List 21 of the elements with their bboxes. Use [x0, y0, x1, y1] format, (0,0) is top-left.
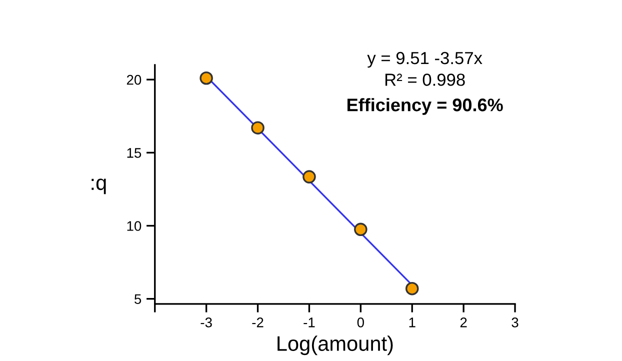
y-tick-label: 5 [134, 294, 142, 304]
point [200, 71, 213, 85]
annotation: y = 9.51 -3.57x [367, 52, 482, 68]
x-tick-label: 1 [409, 318, 416, 328]
annotation: Efficiency = 90.6% [348, 98, 503, 115]
y-tick-label: 15 [127, 148, 142, 158]
x-tick-label: -1 [304, 318, 315, 328]
x-tick-label: 2 [460, 318, 467, 328]
y-tick-label: 20 [126, 74, 142, 85]
y-tick-label: 10 [127, 221, 142, 231]
point [354, 222, 368, 236]
x-axis-title: Log(amount) [278, 336, 393, 356]
x-tick-label: -2 [252, 318, 264, 328]
x-tick-label: 3 [512, 318, 518, 328]
x-tick-label: -3 [200, 318, 212, 328]
annotation: R² = 0.998 [385, 74, 465, 86]
y-axis-title: :q [92, 178, 106, 194]
point [302, 170, 316, 184]
point [405, 282, 419, 296]
point [251, 121, 264, 134]
x-tick-label: 0 [357, 318, 364, 328]
